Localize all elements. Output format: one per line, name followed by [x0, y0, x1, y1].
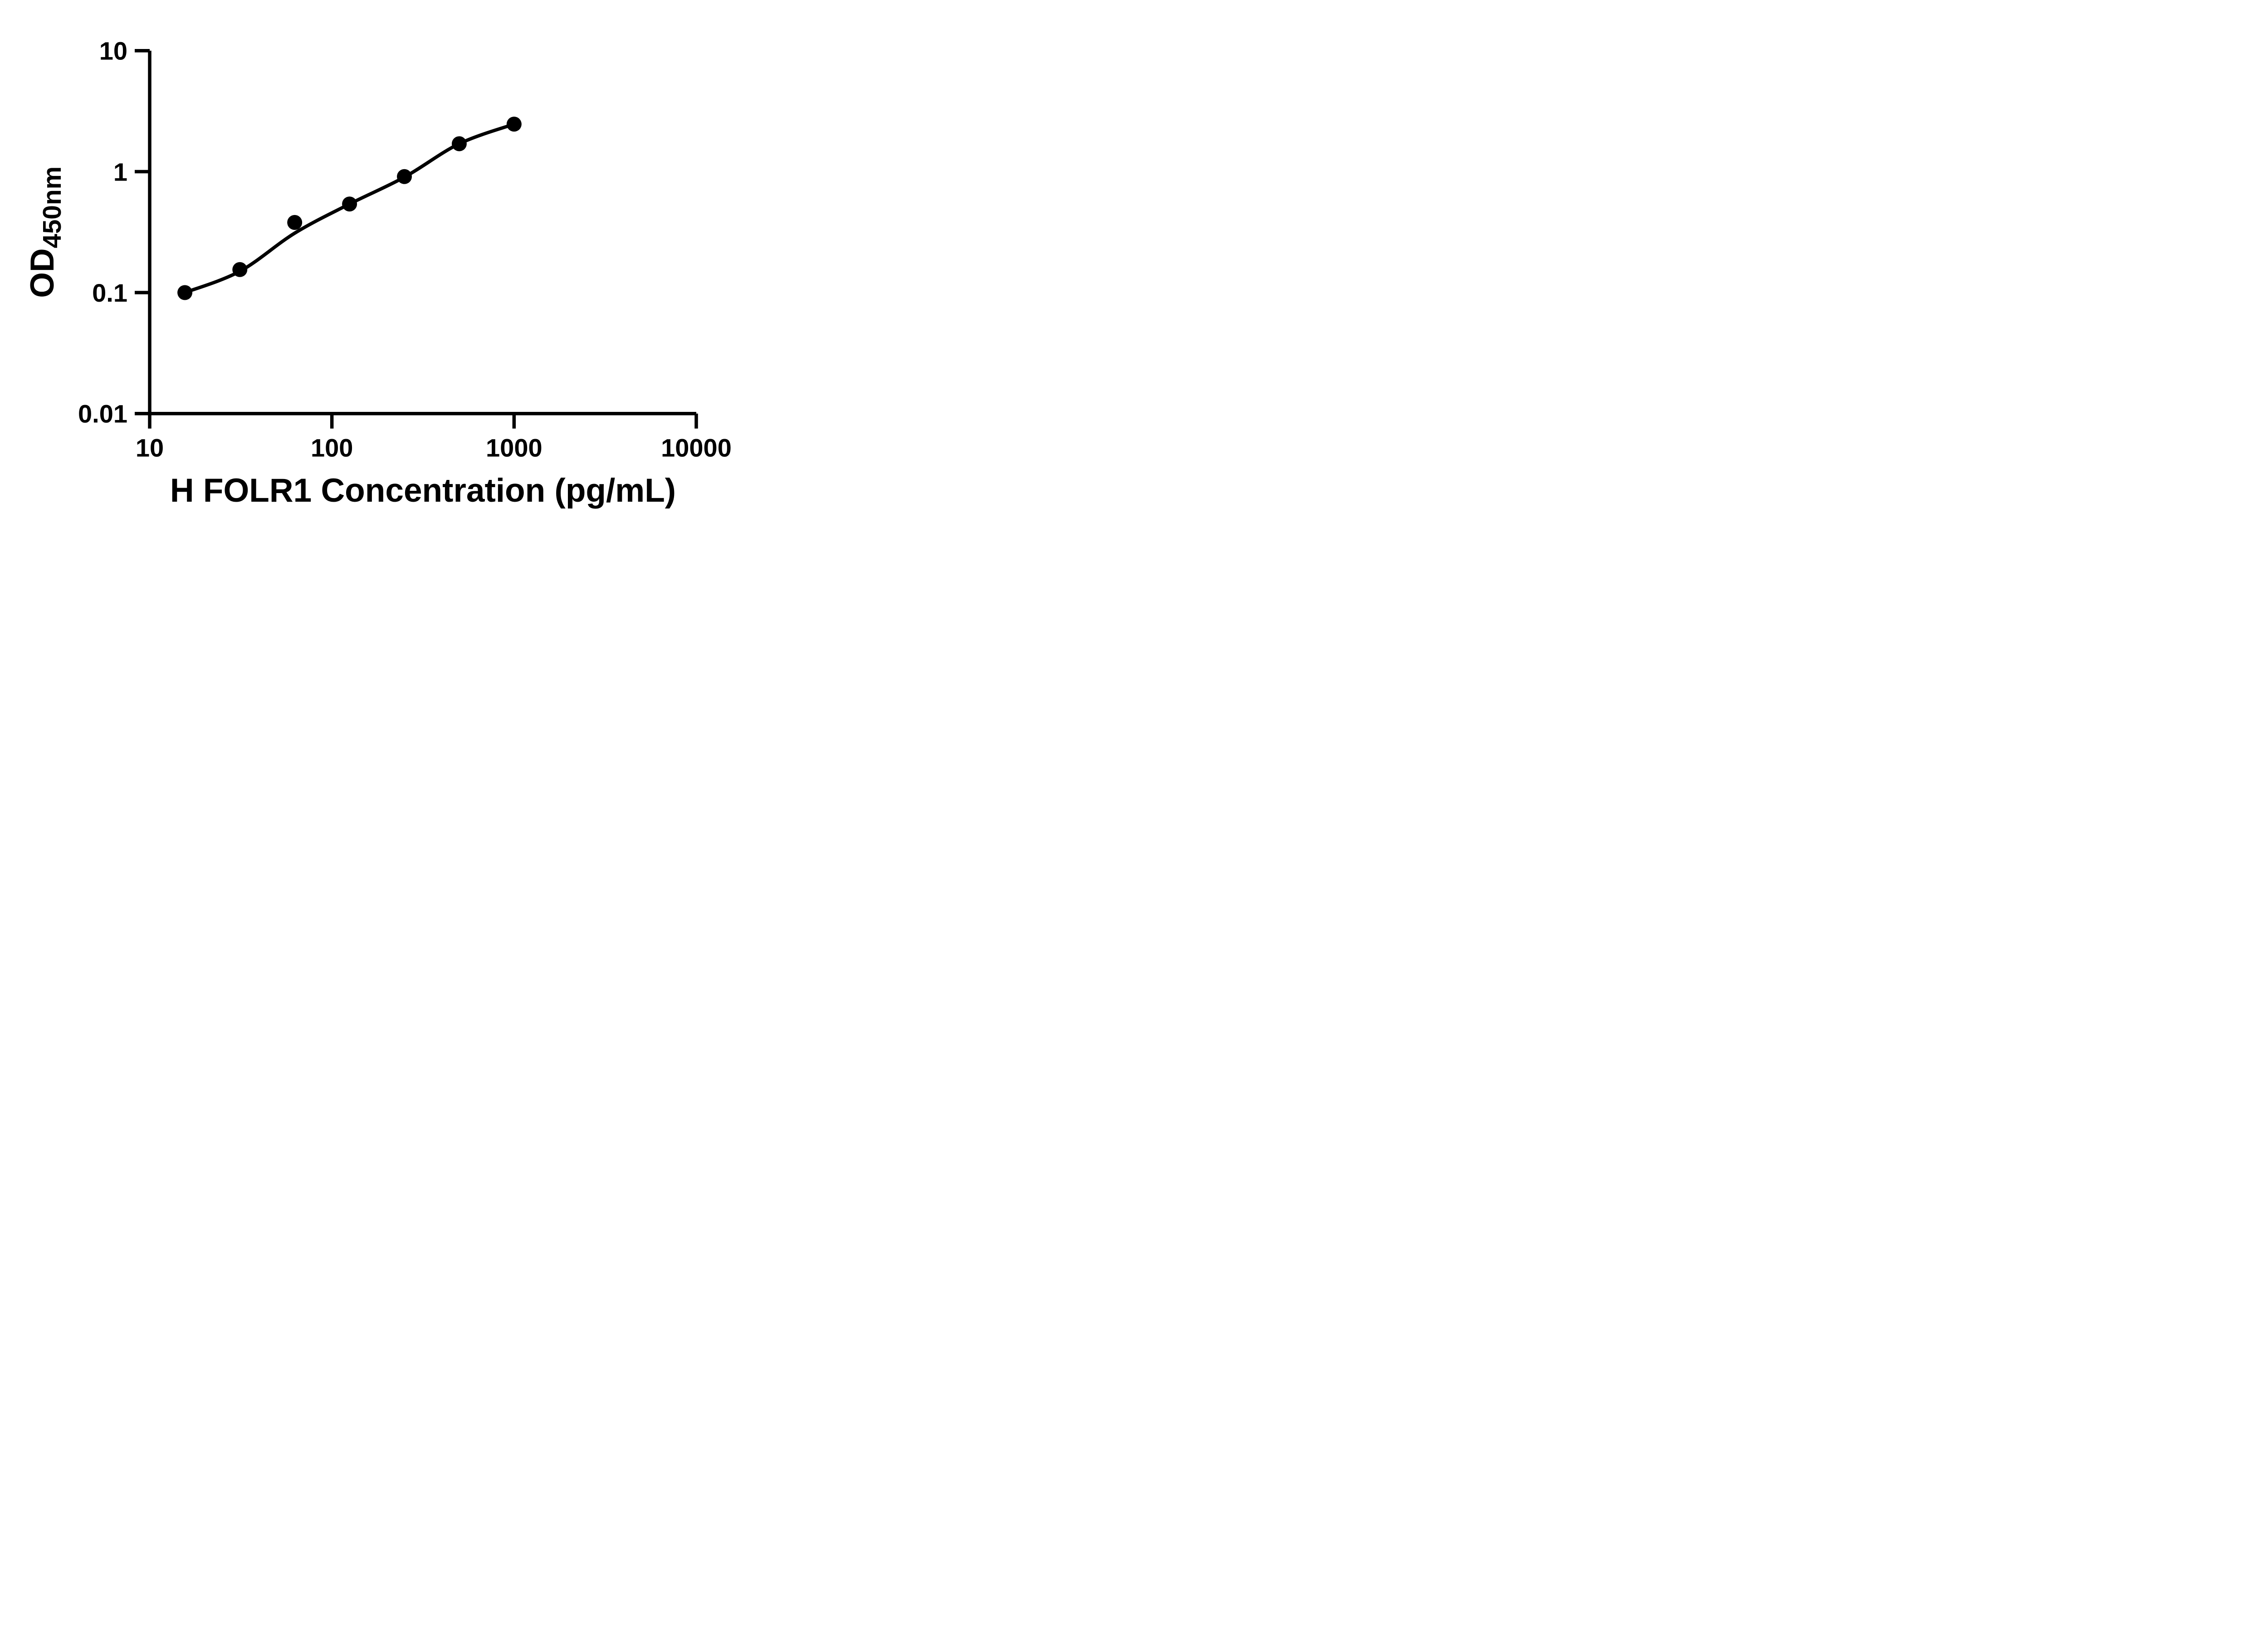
axis-tick-labels: 0.01 0.1 1 10 10 100 1000 10000 — [78, 37, 732, 462]
axis-ticks — [135, 49, 698, 429]
data-point-marker — [451, 136, 467, 152]
chart-canvas: 0.01 0.1 1 10 10 100 1000 10000 H FOLR1 Concent… — [24, 37, 732, 509]
y-tick-label: 0.1 — [92, 279, 127, 307]
y-axis-title-sub: 450nm — [38, 166, 67, 249]
x-tick-label: 10 — [136, 434, 164, 462]
data-point-marker — [177, 285, 193, 300]
x-tick-label: 1000 — [486, 434, 543, 462]
data-point-marker — [287, 215, 303, 230]
y-axis-title: OD450nm — [24, 166, 67, 298]
data-point-marker — [506, 117, 522, 132]
x-axis-title: H FOLR1 Concentration (pg/mL) — [170, 472, 676, 509]
data-point-marker — [342, 196, 357, 212]
data-points — [177, 117, 522, 300]
y-tick-label: 1 — [113, 157, 127, 186]
x-tick-label: 10000 — [661, 434, 732, 462]
y-tick-label: 0.01 — [78, 400, 127, 428]
y-tick-label: 10 — [99, 37, 127, 65]
y-axis-title-main: OD — [24, 248, 61, 298]
elisa-standard-curve-figure: 0.01 0.1 1 10 10 100 1000 10000 H FOLR1 Concent… — [0, 0, 777, 544]
axis-spine — [148, 50, 696, 416]
axes — [148, 50, 696, 416]
data-point-marker — [232, 262, 248, 277]
data-point-marker — [397, 169, 412, 184]
x-tick-label: 100 — [311, 434, 353, 462]
